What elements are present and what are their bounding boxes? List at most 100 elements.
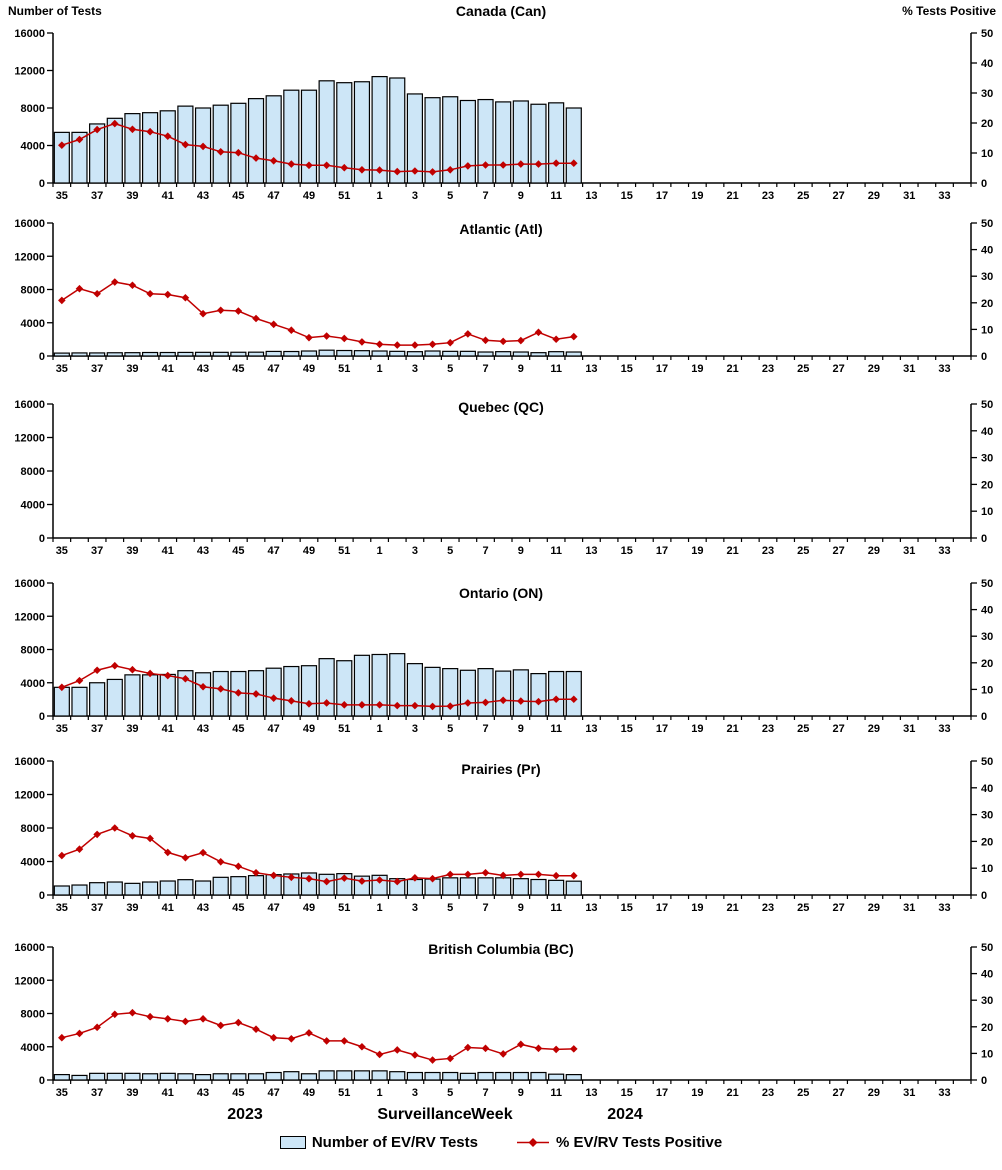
svg-text:3: 3 — [412, 723, 418, 735]
svg-text:12000: 12000 — [14, 433, 45, 445]
svg-text:29: 29 — [868, 190, 880, 202]
svg-text:10: 10 — [981, 506, 993, 518]
svg-text:50: 50 — [981, 578, 993, 590]
left-axis-title: Number of Tests — [8, 4, 102, 18]
svg-text:11: 11 — [550, 902, 562, 914]
svg-text:31: 31 — [903, 723, 915, 735]
svg-text:7: 7 — [482, 545, 488, 557]
svg-text:31: 31 — [903, 902, 915, 914]
svg-text:5: 5 — [447, 1087, 453, 1099]
svg-text:4000: 4000 — [21, 318, 45, 330]
svg-text:35: 35 — [56, 902, 68, 914]
svg-text:29: 29 — [868, 1087, 880, 1099]
svg-text:11: 11 — [550, 545, 562, 557]
svg-text:29: 29 — [868, 545, 880, 557]
svg-text:30: 30 — [981, 631, 993, 643]
line-marker-icon — [516, 1138, 549, 1147]
svg-text:3: 3 — [412, 1087, 418, 1099]
x-axis-title: Surveillance Week — [377, 1106, 513, 1123]
svg-text:0: 0 — [981, 890, 987, 902]
svg-text:37: 37 — [91, 723, 103, 735]
svg-text:0: 0 — [981, 178, 987, 190]
svg-text:45: 45 — [232, 1087, 244, 1099]
svg-text:49: 49 — [303, 1087, 315, 1099]
svg-text:15: 15 — [621, 902, 633, 914]
svg-text:50: 50 — [981, 756, 993, 768]
svg-text:11: 11 — [550, 1087, 562, 1099]
svg-text:21: 21 — [727, 902, 739, 914]
svg-text:0: 0 — [39, 178, 45, 190]
svg-text:21: 21 — [727, 545, 739, 557]
svg-text:40: 40 — [981, 58, 993, 70]
svg-text:7: 7 — [482, 190, 488, 202]
svg-text:10: 10 — [981, 1048, 993, 1060]
svg-text:1: 1 — [377, 363, 383, 375]
svg-text:49: 49 — [303, 363, 315, 375]
svg-text:47: 47 — [268, 1087, 280, 1099]
right-axis-title: % Tests Positive — [902, 4, 996, 18]
svg-text:19: 19 — [691, 545, 703, 557]
svg-text:43: 43 — [197, 723, 209, 735]
svg-text:20: 20 — [981, 1022, 993, 1034]
svg-text:8000: 8000 — [21, 103, 45, 115]
svg-text:50: 50 — [981, 28, 993, 40]
svg-text:15: 15 — [621, 723, 633, 735]
svg-text:40: 40 — [981, 426, 993, 438]
svg-text:51: 51 — [338, 545, 350, 557]
svg-text:19: 19 — [691, 723, 703, 735]
svg-text:9: 9 — [518, 1087, 524, 1099]
svg-text:30: 30 — [981, 995, 993, 1007]
svg-text:41: 41 — [162, 723, 174, 735]
svg-text:0: 0 — [39, 351, 45, 363]
svg-text:13: 13 — [585, 1087, 597, 1099]
svg-text:23: 23 — [762, 1087, 774, 1099]
svg-text:16000: 16000 — [14, 218, 45, 230]
svg-text:21: 21 — [727, 363, 739, 375]
svg-text:7: 7 — [482, 363, 488, 375]
svg-text:39: 39 — [126, 1087, 138, 1099]
svg-text:49: 49 — [303, 902, 315, 914]
svg-text:9: 9 — [518, 723, 524, 735]
svg-text:12000: 12000 — [14, 66, 45, 78]
svg-text:49: 49 — [303, 545, 315, 557]
svg-text:19: 19 — [691, 363, 703, 375]
panel-title-bc: British Columbia (BC) — [428, 941, 574, 957]
panel-title-ontario: Ontario (ON) — [459, 585, 543, 601]
svg-text:21: 21 — [727, 1087, 739, 1099]
svg-text:8000: 8000 — [21, 1009, 45, 1021]
svg-text:41: 41 — [162, 190, 174, 202]
svg-text:51: 51 — [338, 1087, 350, 1099]
legend: Number of EV/RV Tests % EV/RV Tests Posi… — [0, 1134, 1002, 1151]
svg-text:4000: 4000 — [21, 678, 45, 690]
svg-text:17: 17 — [656, 1087, 668, 1099]
svg-text:0: 0 — [981, 533, 987, 545]
svg-text:31: 31 — [903, 363, 915, 375]
svg-text:7: 7 — [482, 723, 488, 735]
svg-text:9: 9 — [518, 363, 524, 375]
panel-title-canada: Canada (Can) — [455, 3, 547, 19]
svg-text:13: 13 — [585, 190, 597, 202]
svg-text:13: 13 — [585, 363, 597, 375]
svg-text:20: 20 — [981, 658, 993, 670]
svg-text:40: 40 — [981, 245, 993, 257]
svg-text:8000: 8000 — [21, 645, 45, 657]
svg-text:47: 47 — [268, 545, 280, 557]
bar-swatch-icon — [279, 1136, 306, 1149]
svg-text:12000: 12000 — [14, 790, 45, 802]
svg-text:25: 25 — [797, 545, 809, 557]
panel-title-quebec: Quebec (QC) — [458, 399, 544, 415]
svg-text:1: 1 — [377, 723, 383, 735]
svg-text:0: 0 — [39, 1075, 45, 1087]
svg-text:0: 0 — [981, 711, 987, 723]
svg-text:35: 35 — [56, 545, 68, 557]
svg-text:7: 7 — [482, 902, 488, 914]
svg-text:25: 25 — [797, 1087, 809, 1099]
svg-text:12000: 12000 — [14, 611, 45, 623]
svg-text:23: 23 — [762, 190, 774, 202]
svg-text:37: 37 — [91, 902, 103, 914]
legend-bars-label: Number of EV/RV Tests — [311, 1134, 478, 1151]
svg-text:16000: 16000 — [14, 28, 45, 40]
svg-text:4000: 4000 — [21, 1042, 45, 1054]
svg-text:19: 19 — [691, 190, 703, 202]
svg-text:19: 19 — [691, 1087, 703, 1099]
